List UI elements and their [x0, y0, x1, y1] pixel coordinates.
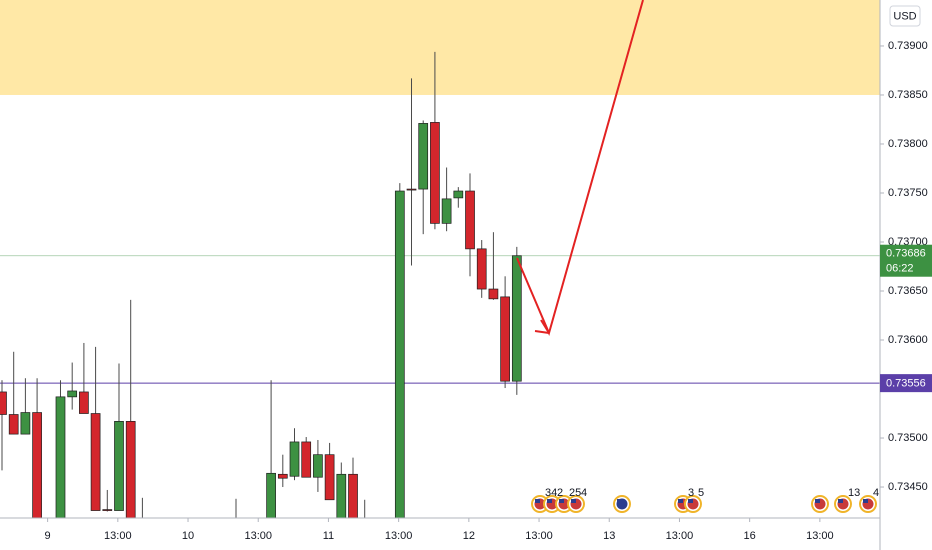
event-icon-canton: [559, 499, 564, 503]
x-tick-label: 9: [45, 530, 51, 542]
event-icon-canton: [838, 499, 843, 503]
x-tick-label: 11: [323, 530, 334, 542]
resistance-zone: [0, 0, 880, 95]
candle-body: [79, 391, 89, 414]
event-icon-canton: [863, 499, 868, 503]
event-icon-canton: [535, 499, 540, 503]
candle-body: [348, 473, 358, 518]
candle-body: [277, 473, 288, 479]
event-count: 13: [848, 487, 860, 499]
x-tick-label: 13:00: [666, 530, 694, 542]
countdown-label: 06:22: [886, 263, 914, 275]
event-icon-canton: [688, 499, 693, 503]
event-count: 3: [688, 487, 694, 499]
candle-body: [336, 473, 347, 518]
event-icon-canton: [617, 499, 622, 503]
candle-body: [511, 255, 522, 382]
candle-body: [324, 454, 335, 501]
event-count: 4: [581, 487, 587, 499]
event-icon[interactable]: [684, 495, 702, 513]
y-tick-label: 0.73600: [888, 334, 928, 346]
candle-body: [20, 412, 31, 435]
x-tick-label: 13:00: [104, 530, 132, 542]
event-icon[interactable]: [834, 495, 852, 513]
candle-body: [125, 421, 136, 518]
x-tick-label: 13:00: [244, 530, 272, 542]
last-price-box: [880, 244, 932, 277]
candle-body: [430, 122, 440, 224]
candle-body: [500, 296, 510, 382]
event-icon[interactable]: [567, 495, 585, 513]
y-tick-label: 0.73650: [888, 285, 928, 297]
x-tick-label: 10: [182, 530, 194, 542]
candle-body: [453, 190, 464, 199]
candle-body: [313, 454, 323, 478]
last-price-label: 0.73686: [886, 248, 926, 260]
event-count: 4: [873, 487, 879, 499]
candle-body: [394, 190, 405, 518]
candle-body: [441, 198, 452, 224]
candle-body: [32, 412, 42, 518]
event-icon[interactable]: [811, 495, 829, 513]
candle-body: [406, 188, 417, 191]
event-icon-canton: [571, 499, 576, 503]
candle-body: [67, 390, 78, 398]
candle-body: [90, 413, 101, 511]
currency-box[interactable]: [889, 5, 921, 27]
event-icon-canton: [547, 499, 552, 503]
event-count: 2: [557, 487, 563, 499]
candle-body: [8, 414, 19, 435]
candle-body: [476, 248, 487, 290]
event-icon-canton: [678, 499, 683, 503]
candle-body: [301, 441, 312, 478]
x-tick-label: 13: [603, 530, 615, 542]
y-tick-label: 0.73850: [888, 89, 928, 101]
x-tick-label: 13:00: [385, 530, 413, 542]
y-tick-label: 0.73750: [888, 187, 928, 199]
drawing-arrow: [516, 0, 644, 336]
y-tick-label: 0.73450: [888, 481, 928, 493]
event-icon[interactable]: [859, 495, 877, 513]
x-tick-label: 16: [744, 530, 756, 542]
y-tick-label: 0.73900: [888, 40, 928, 52]
currency[interactable]: USD: [893, 10, 916, 22]
candle-body: [418, 123, 429, 190]
plot: [0, 0, 880, 518]
x-tick-label: 13:00: [525, 530, 553, 542]
y-tick-label: 0.73500: [888, 432, 928, 444]
support-price-label: 0.73556: [886, 378, 926, 390]
event-count: 5: [698, 487, 704, 499]
candle-body: [114, 421, 124, 511]
candle-body: [55, 396, 66, 518]
x-tick-label: 12: [463, 530, 475, 542]
candle-body: [289, 441, 300, 477]
x-tick-label: 13:00: [806, 530, 834, 542]
event-icon[interactable]: [613, 495, 631, 513]
candle-body: [465, 190, 475, 250]
candle-body: [266, 472, 276, 518]
event-count: 25: [569, 487, 581, 499]
event-count: 34: [545, 487, 557, 499]
candle-body: [102, 509, 113, 511]
event-icon-canton: [815, 499, 820, 503]
y-tick-label: 0.73800: [888, 138, 928, 150]
support-price-box: [880, 374, 932, 393]
candle-body: [488, 288, 499, 300]
candle-body: [0, 391, 7, 415]
